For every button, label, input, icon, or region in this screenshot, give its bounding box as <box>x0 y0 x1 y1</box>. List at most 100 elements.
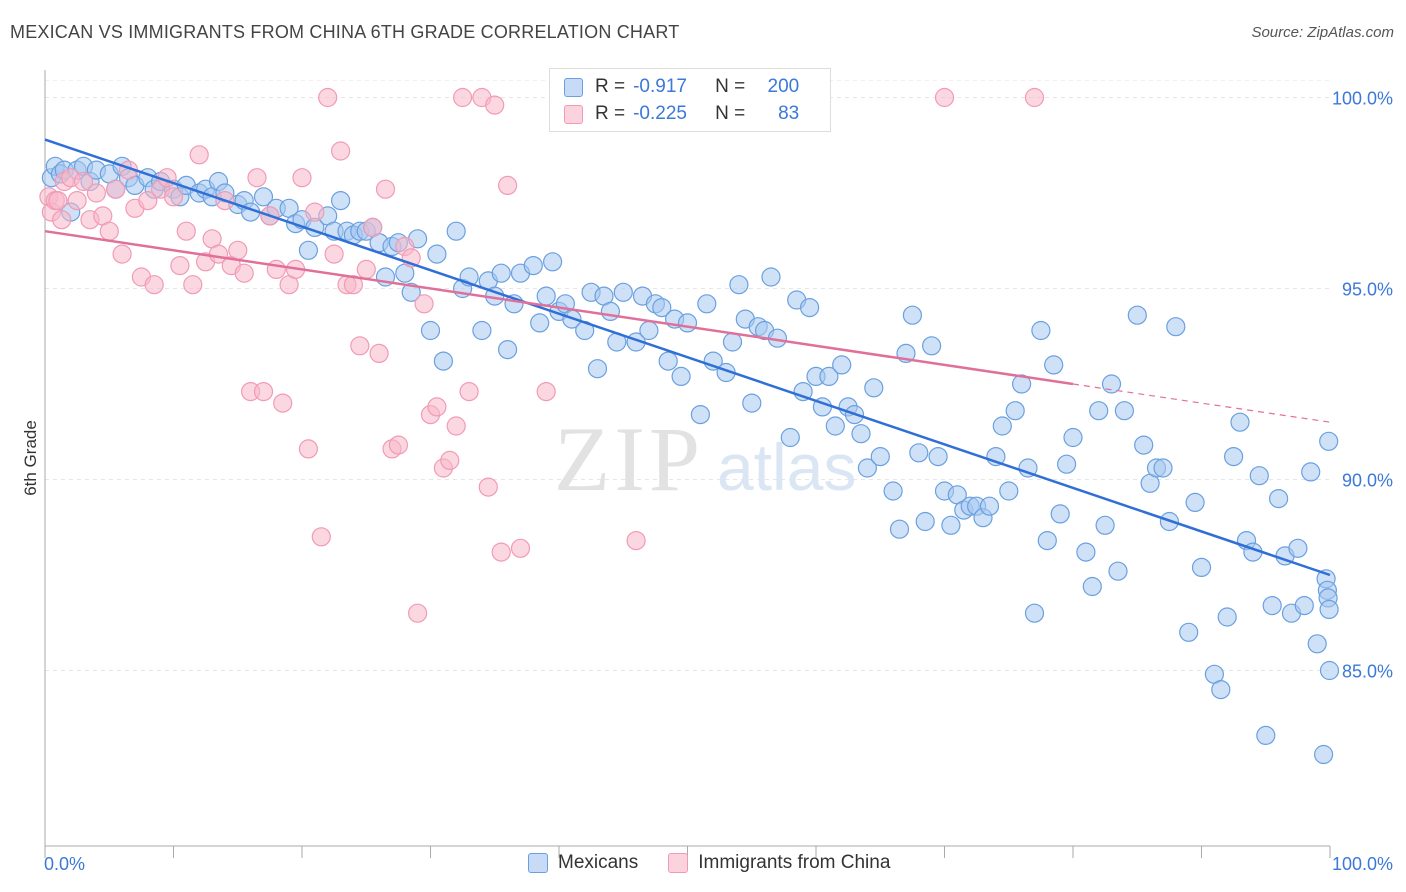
data-point <box>1037 530 1057 551</box>
data-point <box>697 294 717 314</box>
data-point <box>331 191 351 211</box>
data-point <box>491 542 511 562</box>
data-point <box>234 263 254 283</box>
data-point <box>1319 660 1340 681</box>
data-point <box>112 244 132 264</box>
data-point <box>318 87 338 108</box>
data-point <box>542 252 563 272</box>
legend-item-mexicans[interactable]: Mexicans <box>528 852 638 874</box>
data-point <box>864 378 884 398</box>
points-layer <box>39 87 1340 765</box>
data-point <box>825 416 845 436</box>
n-label: N = <box>715 76 746 97</box>
data-point <box>915 511 935 532</box>
data-point <box>298 439 318 459</box>
data-point <box>388 435 408 455</box>
data-point <box>1319 599 1339 620</box>
data-point <box>1313 744 1334 765</box>
data-point <box>1153 458 1173 478</box>
data-point <box>356 259 376 279</box>
data-point <box>1191 557 1212 578</box>
data-point <box>690 405 711 425</box>
data-point <box>799 298 820 318</box>
data-point <box>1082 576 1102 597</box>
data-point <box>498 175 518 195</box>
data-point <box>587 359 608 379</box>
n-value: 200 <box>767 76 800 97</box>
legend-label: Mexicans <box>558 852 639 873</box>
data-point <box>1031 320 1051 341</box>
data-point <box>1005 401 1025 421</box>
data-point <box>677 313 698 333</box>
data-point <box>523 256 543 276</box>
data-point <box>979 496 1000 516</box>
data-point <box>652 298 672 318</box>
data-point <box>1024 603 1045 623</box>
data-point <box>459 382 479 402</box>
data-point <box>1307 634 1327 654</box>
data-point <box>1268 489 1289 509</box>
data-point <box>1211 679 1231 700</box>
data-point <box>99 221 119 241</box>
china-swatch <box>668 853 689 873</box>
r-value: -0.225 <box>633 103 687 124</box>
data-point <box>176 221 196 241</box>
data-point <box>106 179 126 199</box>
data-point <box>401 282 421 302</box>
data-point <box>298 240 318 260</box>
data-point <box>498 340 518 360</box>
data-point <box>369 343 389 363</box>
source-credit: Source: ZipAtlas.com <box>1251 24 1394 41</box>
data-point <box>510 538 531 558</box>
data-point <box>857 458 878 478</box>
axis-labels: 85.0% 90.0% 95.0% 100.0% 0.0% 100.0% 6th Grade <box>21 89 1393 875</box>
x-tick-label-max: 100.0% <box>1332 854 1393 874</box>
data-point <box>472 320 492 341</box>
data-point <box>414 294 434 314</box>
y-axis-title: 6th Grade <box>21 420 40 496</box>
trendline-china <box>44 229 1074 386</box>
data-point <box>819 366 839 386</box>
data-point <box>170 256 190 276</box>
data-point <box>1134 435 1154 455</box>
data-point <box>832 355 852 375</box>
data-point <box>485 95 505 115</box>
n-value: 83 <box>778 103 800 124</box>
data-point <box>144 275 164 295</box>
data-point <box>729 275 749 295</box>
data-point <box>311 527 331 547</box>
data-point <box>253 382 274 402</box>
data-point <box>375 179 396 199</box>
data-point <box>921 336 942 356</box>
r-value: -0.917 <box>633 76 687 97</box>
data-point <box>189 145 209 165</box>
data-point <box>1108 561 1128 581</box>
data-point <box>420 320 441 341</box>
stats-row-china: R = -0.225 N = 83 <box>564 102 799 126</box>
data-point <box>851 424 871 444</box>
data-point <box>48 191 68 211</box>
data-point <box>934 87 955 108</box>
data-point <box>324 244 344 264</box>
data-point <box>1319 431 1339 451</box>
series-legend: Mexicans Immigrants from China <box>528 852 920 874</box>
n-label: N = <box>715 103 746 124</box>
legend-label: Immigrants from China <box>698 852 891 873</box>
data-point <box>427 244 447 264</box>
data-point <box>138 191 158 211</box>
data-point <box>1056 454 1077 474</box>
data-point <box>536 382 556 402</box>
data-point <box>1230 412 1250 432</box>
r-label: R = <box>595 76 626 97</box>
data-point <box>1166 317 1186 337</box>
data-point <box>883 481 903 501</box>
data-point <box>909 443 929 463</box>
legend-item-china[interactable]: Immigrants from China <box>668 852 890 874</box>
data-point <box>1288 538 1308 558</box>
data-point <box>1301 462 1321 482</box>
data-point <box>902 305 923 325</box>
y-tick-label: 100.0% <box>1332 89 1393 109</box>
data-point <box>1018 458 1038 478</box>
data-point <box>1217 607 1237 627</box>
stats-row-mexicans: R = -0.917 N = 200 <box>564 75 799 99</box>
